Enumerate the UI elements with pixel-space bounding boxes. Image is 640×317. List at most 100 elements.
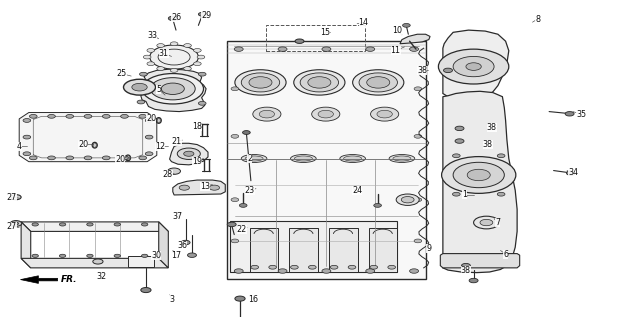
Circle shape [145, 135, 153, 139]
Circle shape [184, 44, 191, 48]
Circle shape [366, 47, 375, 51]
Circle shape [241, 73, 280, 92]
Circle shape [322, 47, 331, 51]
Circle shape [474, 216, 499, 229]
Circle shape [139, 156, 147, 160]
Circle shape [231, 198, 239, 202]
Circle shape [209, 185, 220, 190]
Circle shape [168, 16, 177, 21]
Text: FR.: FR. [61, 275, 77, 284]
Polygon shape [227, 41, 426, 279]
Circle shape [139, 114, 147, 118]
Text: 30: 30 [151, 251, 161, 260]
Circle shape [48, 114, 56, 118]
Circle shape [170, 68, 178, 72]
Text: 16: 16 [248, 295, 259, 304]
Polygon shape [400, 34, 430, 44]
Circle shape [312, 107, 340, 121]
Text: 20: 20 [115, 155, 125, 164]
Circle shape [444, 68, 452, 73]
Polygon shape [159, 222, 168, 268]
Circle shape [197, 55, 205, 59]
Circle shape [66, 156, 74, 160]
Circle shape [227, 222, 236, 227]
Circle shape [251, 265, 259, 269]
Text: 1: 1 [462, 191, 467, 199]
Ellipse shape [157, 118, 160, 123]
Text: 21: 21 [172, 137, 182, 146]
Circle shape [102, 114, 110, 118]
Circle shape [231, 134, 239, 138]
Circle shape [157, 44, 164, 48]
Ellipse shape [393, 156, 411, 161]
Text: 25: 25 [116, 69, 127, 78]
Ellipse shape [127, 156, 129, 160]
Text: 37: 37 [173, 212, 183, 221]
Circle shape [318, 110, 333, 118]
Circle shape [401, 197, 414, 203]
Text: 3: 3 [169, 295, 174, 304]
Circle shape [23, 135, 31, 139]
Circle shape [10, 221, 22, 226]
Circle shape [497, 192, 505, 196]
Ellipse shape [294, 156, 312, 161]
Circle shape [141, 254, 148, 257]
Polygon shape [443, 91, 517, 273]
Text: 33: 33 [147, 31, 157, 40]
Circle shape [269, 265, 276, 269]
Circle shape [60, 254, 66, 257]
Text: 7: 7 [495, 218, 500, 227]
Circle shape [32, 254, 38, 257]
Circle shape [150, 78, 195, 100]
Polygon shape [329, 228, 358, 272]
Circle shape [278, 269, 287, 273]
Circle shape [308, 265, 316, 269]
Circle shape [377, 110, 392, 118]
Ellipse shape [93, 143, 96, 147]
Circle shape [231, 239, 239, 243]
Circle shape [84, 114, 92, 118]
Circle shape [300, 73, 339, 92]
Polygon shape [369, 228, 397, 272]
Polygon shape [289, 228, 318, 272]
Circle shape [87, 254, 93, 257]
Circle shape [414, 198, 422, 202]
Circle shape [193, 49, 201, 52]
Circle shape [188, 253, 196, 257]
Circle shape [366, 269, 375, 273]
Circle shape [322, 269, 331, 273]
Circle shape [403, 23, 410, 27]
Ellipse shape [344, 156, 362, 161]
Circle shape [168, 168, 180, 174]
Circle shape [414, 134, 422, 138]
Circle shape [124, 79, 156, 95]
Text: 31: 31 [159, 49, 169, 58]
Circle shape [13, 222, 19, 225]
Circle shape [453, 56, 494, 77]
Text: 23: 23 [244, 186, 255, 195]
Circle shape [150, 45, 198, 69]
Circle shape [198, 101, 206, 105]
Circle shape [410, 269, 419, 273]
Circle shape [29, 156, 37, 160]
Circle shape [60, 223, 66, 226]
Text: 13: 13 [200, 182, 210, 191]
Circle shape [234, 269, 243, 273]
Circle shape [179, 185, 189, 190]
Circle shape [291, 265, 298, 269]
Bar [128, 256, 154, 267]
Circle shape [23, 119, 31, 122]
Circle shape [184, 151, 194, 156]
Polygon shape [141, 69, 206, 112]
Text: 2: 2 [247, 154, 252, 163]
Circle shape [114, 254, 120, 257]
Circle shape [438, 49, 509, 84]
Bar [266, 25, 365, 51]
Text: 27: 27 [6, 193, 17, 202]
Text: 22: 22 [237, 225, 247, 234]
Circle shape [239, 204, 247, 207]
Circle shape [114, 223, 120, 226]
Text: 11: 11 [390, 46, 401, 55]
Circle shape [330, 265, 338, 269]
Text: 26: 26 [171, 13, 181, 22]
